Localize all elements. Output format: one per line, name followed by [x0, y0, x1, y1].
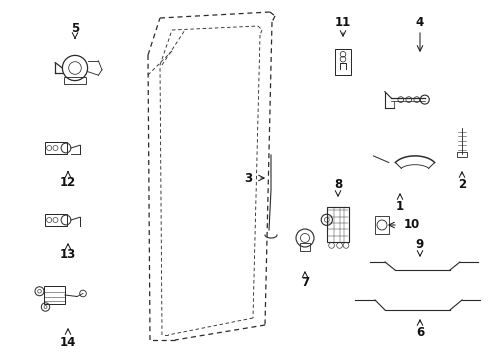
- Text: 7: 7: [300, 276, 308, 289]
- Text: 9: 9: [415, 238, 423, 252]
- Bar: [326, 207, 348, 242]
- Text: 11: 11: [334, 17, 350, 30]
- Bar: [456, 152, 466, 157]
- Bar: [45, 214, 67, 226]
- Text: 6: 6: [415, 327, 423, 339]
- Text: 3: 3: [244, 171, 251, 184]
- Bar: [374, 216, 388, 234]
- Bar: [45, 142, 67, 154]
- Text: 2: 2: [457, 179, 465, 192]
- Text: 14: 14: [60, 336, 76, 348]
- Text: 5: 5: [71, 22, 79, 35]
- Bar: [335, 49, 350, 75]
- Bar: [299, 243, 309, 251]
- Text: 13: 13: [60, 248, 76, 261]
- Text: 10: 10: [403, 219, 419, 231]
- Bar: [64, 77, 85, 84]
- Text: 1: 1: [395, 199, 403, 212]
- Bar: [44, 286, 65, 304]
- Text: 4: 4: [415, 17, 423, 30]
- Text: 8: 8: [333, 179, 342, 192]
- Text: 12: 12: [60, 175, 76, 189]
